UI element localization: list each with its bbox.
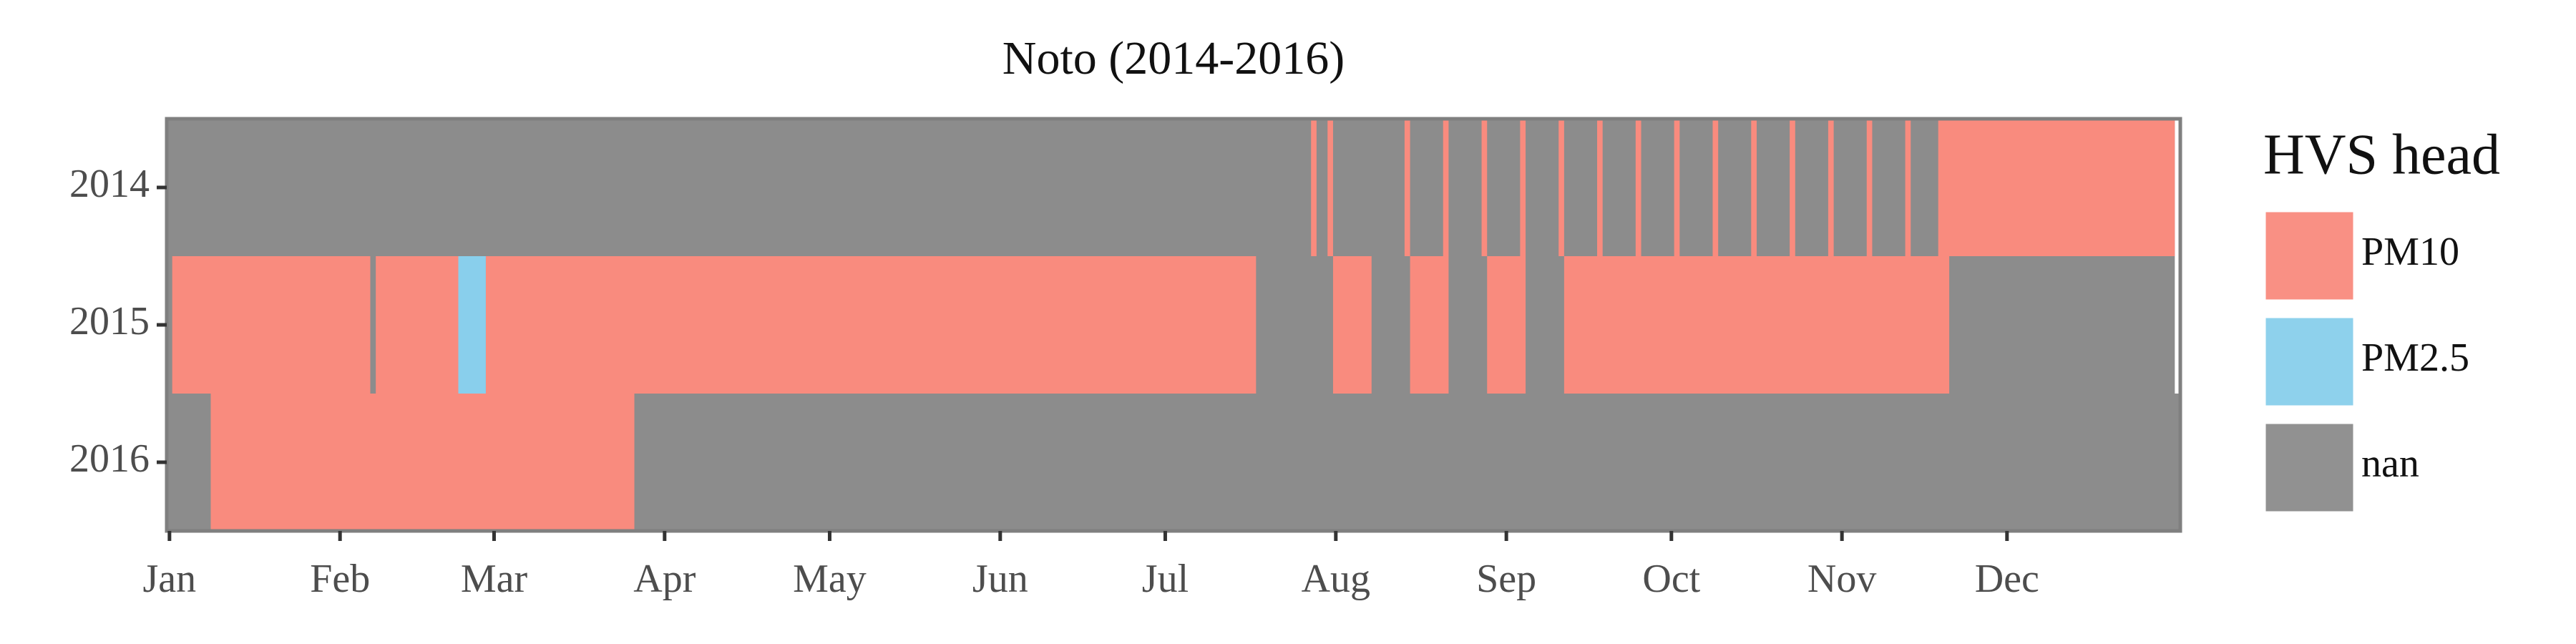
segment: [1487, 256, 1526, 394]
y-tick-label: 2016: [69, 436, 150, 481]
y-tick-label: 2015: [69, 299, 150, 343]
segment: [172, 256, 371, 394]
segment: [1674, 119, 1680, 256]
segment: [210, 394, 635, 531]
chart-title: Noto (2014-2016): [1002, 32, 1345, 84]
legend-title: HVS head: [2263, 123, 2500, 186]
y-tick-label: 2014: [69, 162, 150, 206]
segment: [1751, 119, 1757, 256]
x-tick-label: Feb: [310, 557, 370, 601]
segment: [485, 256, 1257, 394]
segment: [1938, 119, 2175, 256]
legend-label: nan: [2361, 441, 2419, 486]
x-tick-label: Jan: [143, 557, 197, 601]
segment: [1905, 119, 1911, 256]
x-tick-label: Oct: [1642, 557, 1700, 601]
segment: [1790, 119, 1795, 256]
legend-label: PM10: [2361, 230, 2459, 274]
segment: [1327, 119, 1333, 256]
segment: [1866, 119, 1873, 256]
legend-swatch: [2263, 316, 2356, 408]
x-tick-label: Aug: [1302, 557, 1370, 601]
x-tick-label: Jun: [972, 557, 1028, 601]
x-tick-label: Mar: [461, 557, 528, 601]
x-tick-label: Apr: [633, 557, 696, 601]
segment: [1558, 119, 1564, 256]
legend-swatch: [2263, 210, 2356, 302]
legend-label: PM2.5: [2361, 336, 2469, 380]
x-tick-label: May: [793, 557, 867, 601]
segment: [167, 119, 2175, 256]
segment: [1828, 119, 1834, 256]
segment: [1563, 256, 1950, 394]
x-tick-label: Dec: [1975, 557, 2039, 601]
segment: [1410, 256, 1449, 394]
segment: [376, 256, 459, 394]
x-tick-label: Nov: [1807, 557, 1876, 601]
x-tick-label: Jul: [1142, 557, 1189, 601]
legend-swatch: [2263, 421, 2356, 514]
segment: [1712, 119, 1719, 256]
segment: [1597, 119, 1603, 256]
segment: [1481, 119, 1488, 256]
segment: [1332, 256, 1372, 394]
segment: [1520, 119, 1526, 256]
segment: [458, 256, 486, 394]
segment: [1443, 119, 1449, 256]
segment: [1635, 119, 1641, 256]
x-tick-label: Sep: [1476, 557, 1536, 601]
segment: [1311, 119, 1317, 256]
segment: [1404, 119, 1410, 256]
